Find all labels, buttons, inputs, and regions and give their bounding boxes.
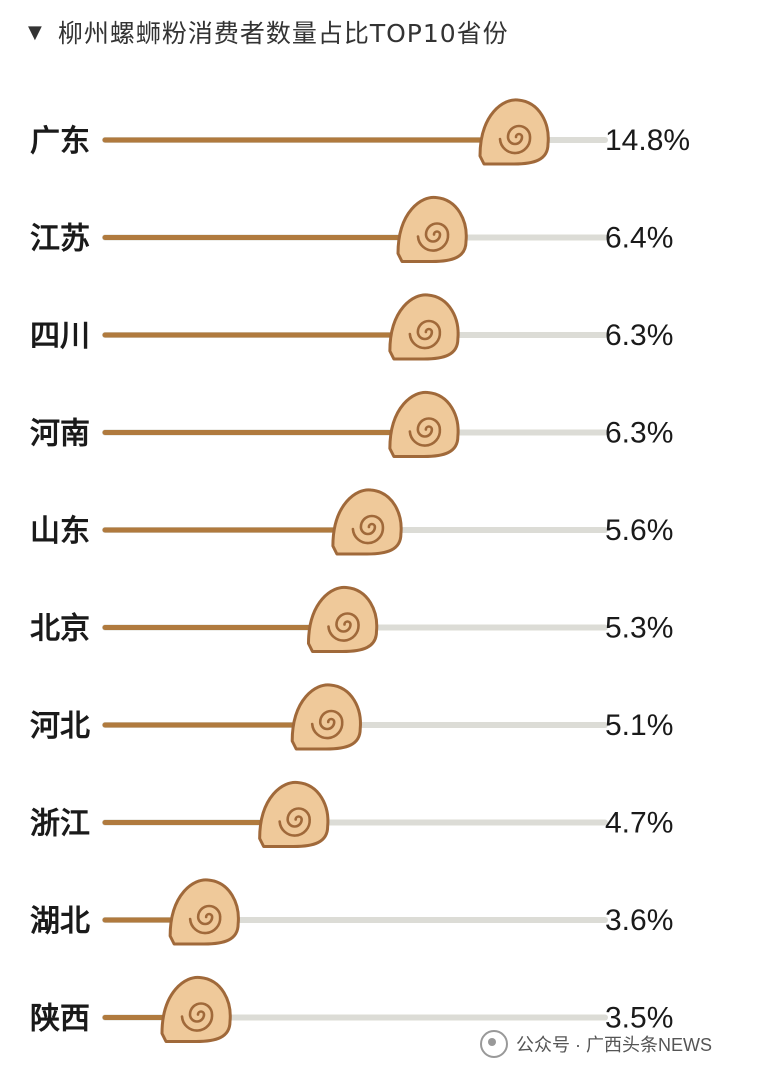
snail-shell-icon [290, 683, 362, 751]
value-label: 6.3% [605, 319, 673, 352]
snail-shell-icon [160, 975, 232, 1043]
category-label: 广东 [30, 124, 90, 159]
value-label: 4.7% [605, 807, 673, 840]
category-label: 陕西 [30, 1002, 90, 1037]
snail-shell-icon [331, 488, 403, 556]
bar-row: 山东 5.6% [30, 488, 673, 556]
category-label: 浙江 [30, 807, 90, 842]
bar-row: 四川 6.3% [30, 293, 673, 361]
snail-shell-icon [388, 293, 460, 361]
value-label: 3.6% [605, 904, 673, 937]
value-label: 5.3% [605, 612, 673, 645]
category-label: 山东 [30, 514, 90, 549]
bar-row: 江苏 6.4% [30, 195, 673, 263]
snail-shell-icon [258, 780, 330, 848]
category-label: 四川 [30, 319, 90, 354]
value-label: 6.3% [605, 417, 673, 450]
snail-shell-icon [168, 878, 240, 946]
category-label: 河南 [30, 417, 90, 452]
bar-row: 陕西 3.5% [30, 975, 673, 1043]
triangle-down-icon: ▼ [28, 21, 42, 43]
bar-row: 河南 6.3% [30, 390, 673, 458]
watermark-text: 公众号 · 广西头条NEWS [516, 1035, 712, 1055]
snail-shell-icon [306, 585, 379, 653]
watermark: 公众号 · 广西头条NEWS [480, 1030, 712, 1058]
value-label: 5.1% [605, 709, 673, 742]
snail-shell-icon [478, 98, 550, 166]
snail-shell-icon [388, 390, 460, 458]
bar-row: 北京 5.3% [30, 585, 673, 653]
value-label: 3.5% [605, 1002, 673, 1035]
chart-title: 柳州螺蛳粉消费者数量占比TOP10省份 [57, 19, 509, 48]
category-label: 河北 [30, 709, 90, 744]
value-label: 5.6% [605, 514, 673, 547]
value-label: 6.4% [605, 222, 673, 255]
category-label: 江苏 [30, 222, 90, 257]
wechat-account-icon [480, 1030, 508, 1058]
chart-header: ▼ 柳州螺蛳粉消费者数量占比TOP10省份 [28, 14, 509, 50]
bar-row: 广东 14.8% [30, 98, 690, 166]
category-label: 北京 [30, 612, 90, 647]
snail-shell-icon [396, 195, 468, 263]
bar-row: 河北 5.1% [30, 683, 673, 751]
bar-row: 湖北 3.6% [30, 878, 673, 946]
category-label: 湖北 [30, 904, 90, 939]
bar-row: 浙江 4.7% [30, 780, 673, 848]
value-label: 14.8% [605, 124, 690, 157]
